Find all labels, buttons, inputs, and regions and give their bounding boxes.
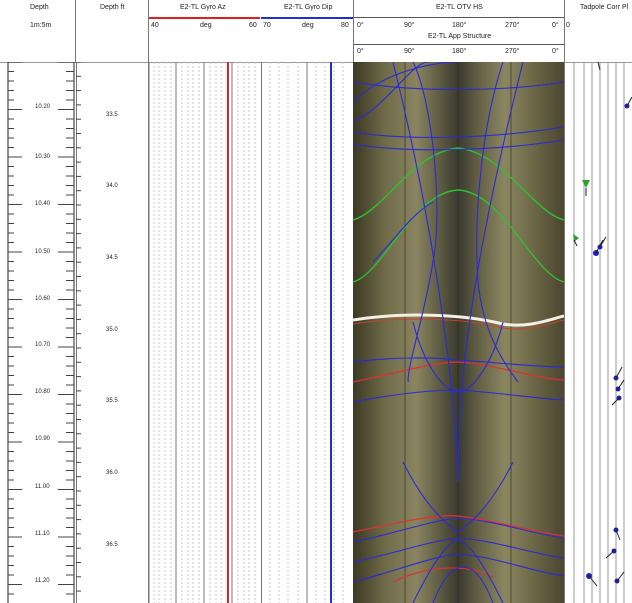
otv-tick-180: 180° [452,22,467,29]
depth-m-axis [7,62,75,603]
gyro-dip-min: 70 [263,22,271,29]
gyro-az-unit: deg [200,22,212,29]
depth-ft-label: 34.0 [106,183,118,189]
app-tick-270: 270° [505,48,520,55]
gyro-dip-plot [269,62,344,603]
gyro-az-max: 60 [249,22,257,29]
app-tick-0: 0° [357,48,364,55]
quartz-vein [353,313,564,327]
depth-m-label: 11.10 [35,531,50,537]
gyro-dip-unit: deg [302,22,314,29]
depth-ft-column-title: Depth ft [100,4,125,11]
otv-image-track[interactable] [353,62,565,603]
depth-m-label: 10.60 [35,296,51,302]
header-separator [353,0,354,62]
depth-ft-label: 33.5 [106,112,118,118]
tadpole-blue [611,395,622,406]
gyro-dip-track[interactable] [261,62,354,603]
tadpole-blue [605,548,617,559]
depth-m-label: 10.90 [35,436,51,442]
otv-tick-360: 0° [552,22,559,29]
depth-m-label: 11.00 [35,484,50,490]
log-header: Depth 1m:5m Depth ft E2-TL Gyro Az 40 de… [0,0,632,63]
tadpole-blue [614,571,625,584]
tadpole-blue [613,527,621,541]
tadpole-green-2 [573,234,579,247]
header-separator [564,0,565,62]
tadpole-blue [624,96,632,109]
depth-ft-label: 35.0 [106,327,118,333]
tadpole-green-1 [582,180,590,196]
sine-red [353,361,564,383]
sine-red [353,515,564,537]
sine-green [353,189,564,283]
gyro-az-min: 40 [151,22,159,29]
sine-red [392,567,494,583]
sine-blue-group [353,62,564,603]
depth-m-label: 10.20 [35,104,51,110]
depth-ft-label: 34.5 [106,255,118,261]
depth-ft-label: 35.5 [106,398,118,404]
gyro-dip-scale-line [261,17,353,19]
header-separator [148,0,149,62]
depth-ft-label: 36.0 [106,470,118,476]
otv-title: E2-TL OTV HS [436,4,483,11]
gyro-az-scale-line [149,17,260,19]
depth-m-label: 10.80 [35,389,51,395]
gyro-dip-title: E2-TL Gyro Dip [284,4,333,11]
otv-tick-90: 90° [404,22,415,29]
app-structure-title: E2-TL App Structure [428,33,492,40]
otv-tick-270: 270° [505,22,520,29]
otv-tick-0: 0° [357,22,364,29]
depth-m-label: 10.70 [35,342,51,348]
sine-green [353,147,564,221]
otv-end-value: 0 [566,22,570,29]
tadpole-track[interactable] [564,62,632,603]
tadpole-blue [586,573,598,587]
gyro-az-track[interactable] [148,62,262,603]
depth-ft-label: 36.5 [106,542,118,548]
app-tick-90: 90° [404,48,415,55]
tadpole-blue [615,379,625,392]
app-structure-scale-line [354,44,564,45]
depth-m-label: 10.40 [35,201,51,207]
depth-ft-axis [76,62,81,592]
otv-scale-line [354,17,564,18]
depth-m-label: 10.50 [35,249,51,255]
app-tick-180: 180° [452,48,467,55]
gyro-dip-max: 80 [341,22,349,29]
depth-scale: 1m:5m [30,22,52,29]
tadpole-title: Tadpole Corr Pl [580,4,629,11]
depth-column-title: Depth [30,4,49,11]
app-tick-360: 0° [552,48,559,55]
depth-m-label: 11.20 [35,578,50,584]
otv-image [353,62,564,603]
header-separator [75,0,76,62]
tadpole-blue [597,236,607,250]
gyro-az-title: E2-TL Gyro Az [180,4,226,11]
gyro-az-plot [148,62,256,603]
depth-m-track[interactable]: 10.20 10.30 10.40 10.50 10.60 10.70 10.8… [0,62,77,603]
depth-ft-track[interactable]: 33.5 34.0 34.5 35.0 35.5 36.0 36.5 [76,62,149,603]
tadpole-plot [573,62,632,603]
depth-m-label: 10.30 [35,154,51,160]
tadpole-blue [613,366,623,381]
